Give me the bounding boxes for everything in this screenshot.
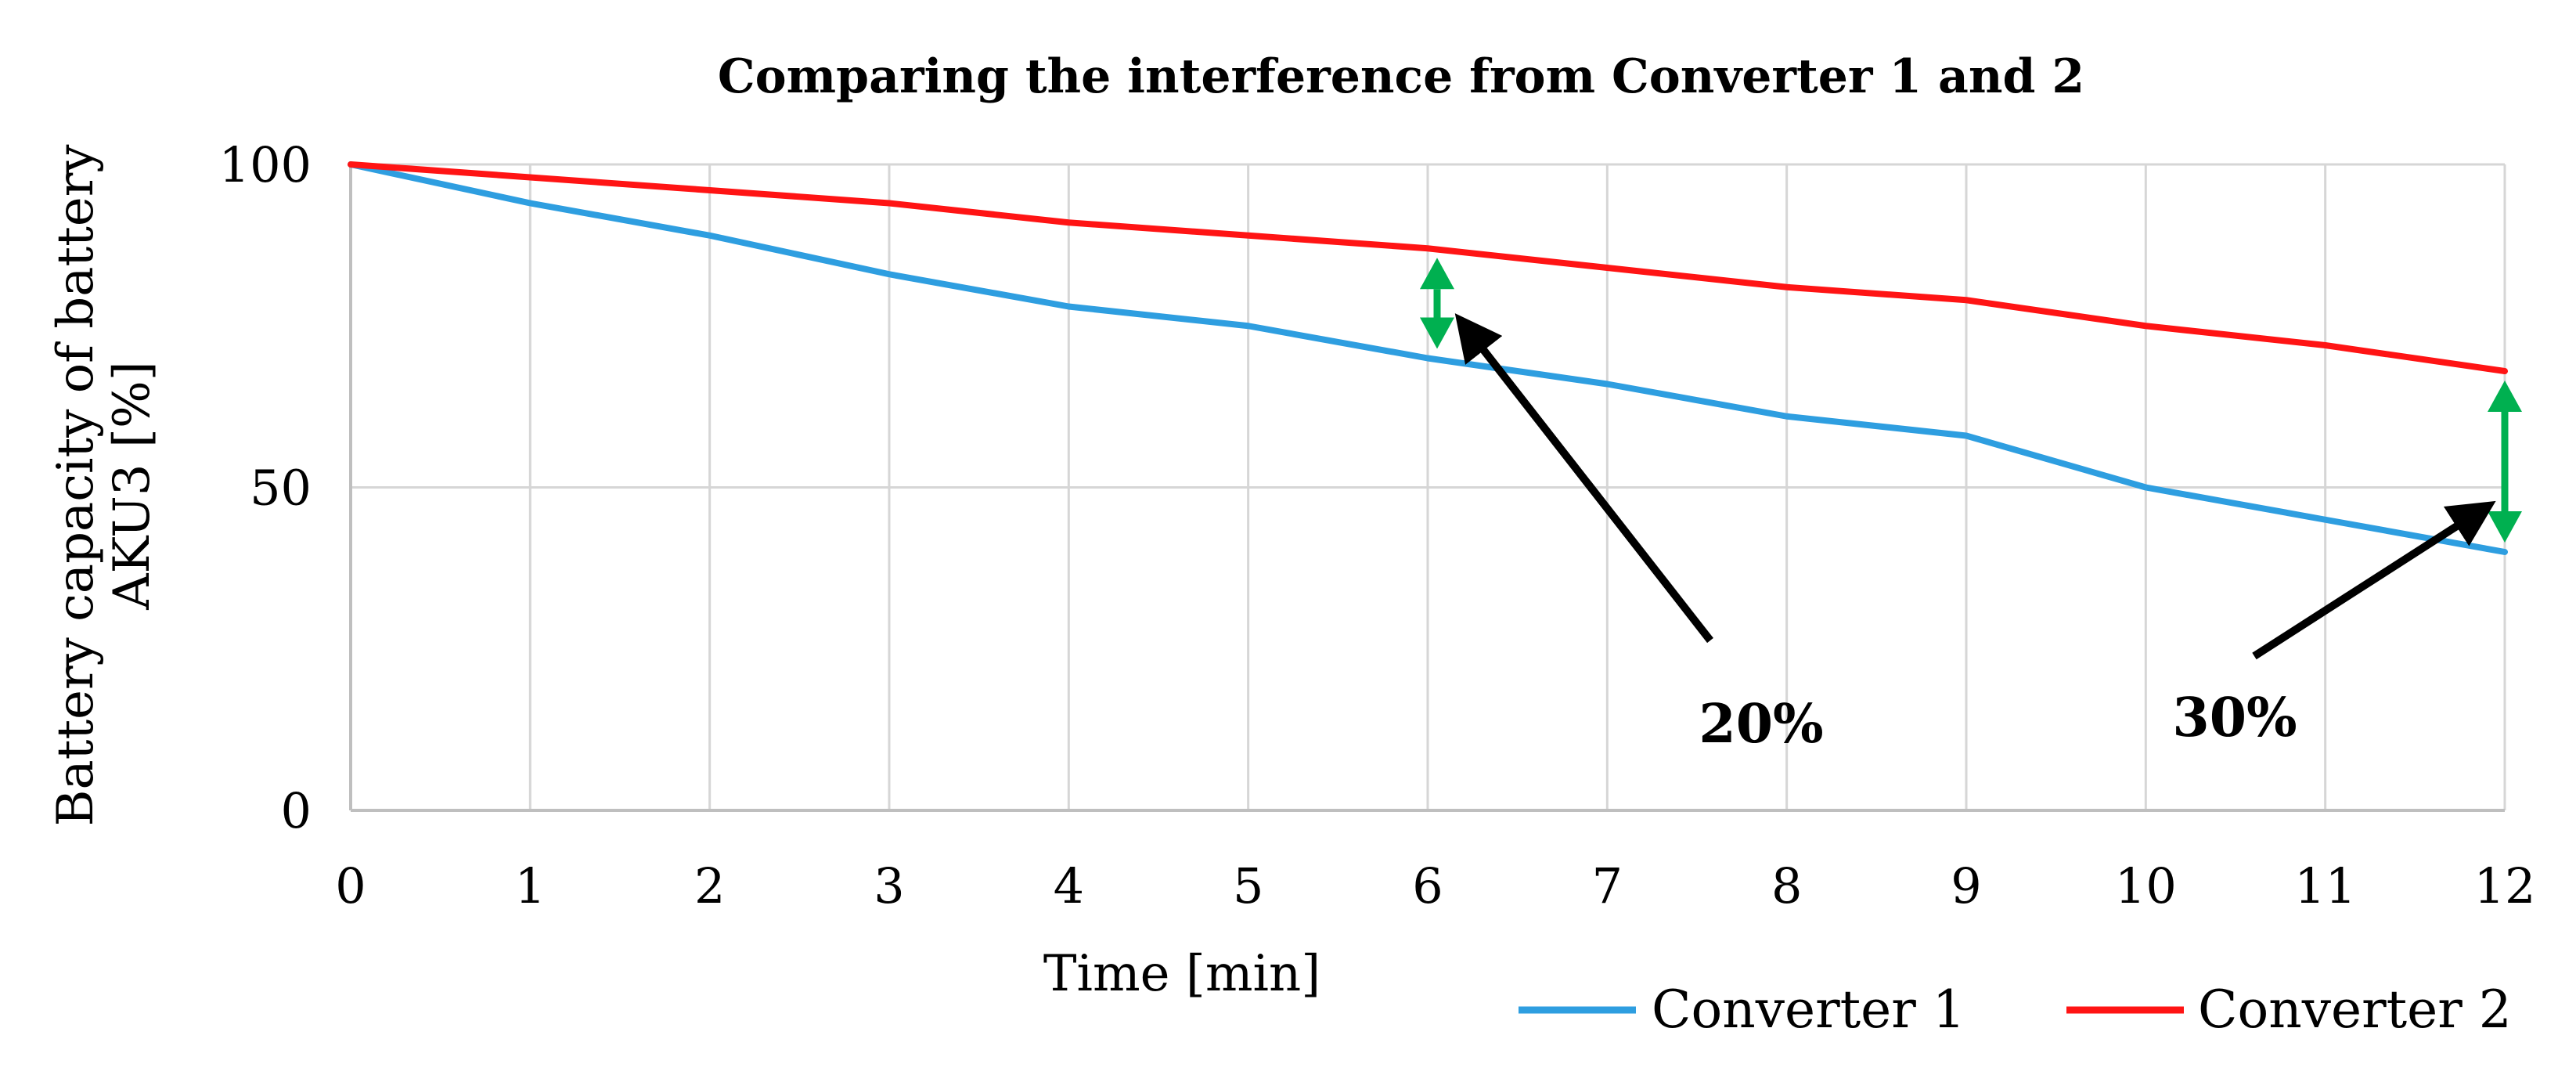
- green-range-arrow-head-up: [2488, 381, 2522, 412]
- y-axis-label-line2: AKU3 [%]: [103, 361, 161, 611]
- x-tick-label: 12: [2474, 857, 2536, 914]
- x-tick-label: 2: [694, 857, 725, 914]
- pointer-arrow: [1454, 313, 1713, 644]
- y-axis-label-line1: Battery capacity of battery: [47, 145, 105, 827]
- x-tick-label: 5: [1233, 857, 1263, 914]
- legend-label-2: Converter 2: [2198, 979, 2512, 1040]
- pointer-arrow: [2252, 500, 2496, 660]
- x-tick-label: 6: [1412, 857, 1443, 914]
- x-tick-label: 1: [515, 857, 546, 914]
- annotation-label: 20%: [1699, 693, 1823, 756]
- x-tick-label: 7: [1592, 857, 1623, 914]
- x-tick-label: 8: [1771, 857, 1802, 914]
- axes: [349, 164, 2505, 812]
- series-lines: [348, 161, 2508, 555]
- x-tick-label: 4: [1054, 857, 1084, 914]
- x-axis-label: Time [min]: [1043, 945, 1320, 1003]
- series-line-1: [348, 161, 2508, 555]
- annotations: 20% 30%: [1420, 258, 2522, 756]
- annotation-label: 30%: [2172, 687, 2297, 749]
- y-axis-label-group: Battery capacity of battery AKU3 [%]: [47, 145, 161, 827]
- chart-title: Comparing the interference from Converte…: [718, 49, 2084, 104]
- y-tick-label: 50: [250, 460, 312, 517]
- x-tick-label: 10: [2115, 857, 2177, 914]
- x-tick-label: 0: [335, 857, 366, 914]
- green-range-arrow-head-down: [2488, 511, 2522, 543]
- x-tick-label: 11: [2294, 857, 2356, 914]
- y-tick-label: 0: [281, 782, 312, 839]
- y-tick-label: 100: [219, 136, 312, 193]
- green-range-arrow-head-down: [1420, 317, 1454, 349]
- x-tick-label: 3: [874, 857, 904, 914]
- green-range-arrow-head-up: [1420, 258, 1454, 290]
- x-tick-label: 9: [1951, 857, 1981, 914]
- series-line-2: [348, 161, 2508, 374]
- legend-label-1: Converter 1: [1652, 979, 1965, 1040]
- legend: Converter 1 Converter 2: [1519, 979, 2512, 1040]
